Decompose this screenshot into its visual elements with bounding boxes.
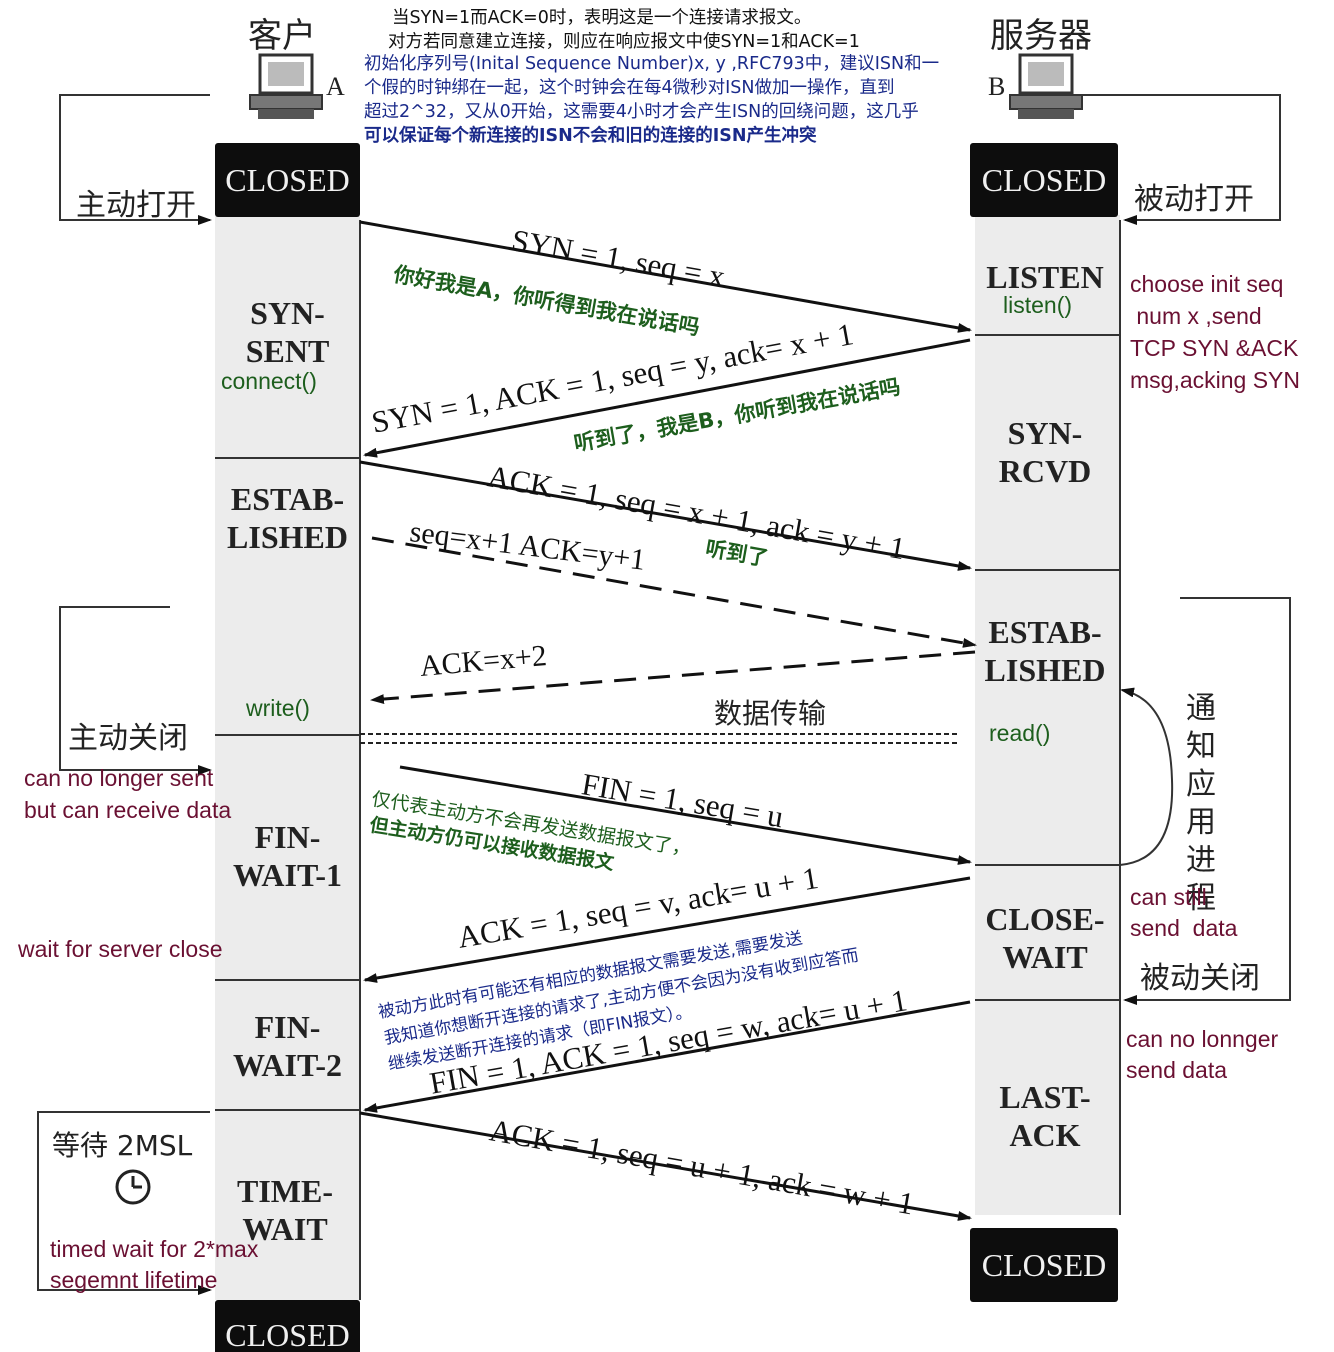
label-data-transfer: 数据传输	[714, 697, 827, 730]
label-wait-2msl: 等待 2MSL	[52, 1129, 193, 1162]
passive-open-bracket	[1075, 94, 1281, 225]
label-notify-app: 通 知 应 用 进 程	[1186, 691, 1216, 916]
wait-2msl-bracket	[37, 1111, 212, 1295]
client-computer-icon	[249, 53, 323, 119]
arrow-fin2	[363, 1000, 971, 1113]
arrow-last-ack	[359, 1111, 972, 1221]
call-read: read()	[989, 720, 1051, 746]
arrow-fin-ack	[363, 876, 971, 983]
label-passive-open: 被动打开	[1134, 182, 1254, 217]
arrow-syn-ack	[363, 338, 971, 458]
arrow-data-seq	[371, 536, 977, 648]
note-syn-request: 当SYN=1而ACK=0时，表明这是一个连接请求报文。	[392, 8, 812, 28]
note-wait-server-close: wait for server close	[18, 936, 223, 962]
client-state-established: ESTAB- LISHED	[227, 481, 348, 555]
passive-close-bracket	[1123, 597, 1291, 1005]
client-host-label: 客户	[248, 16, 316, 56]
note-isn-4: 可以保证每个新连接的ISN不会和旧的连接的ISN产生冲突	[364, 126, 817, 146]
arrow-ack	[359, 460, 972, 571]
note-isn-3: 超过2^32，又从0开始，这需要4小时才会产生ISN的回绕问题，这几乎	[364, 102, 919, 122]
note-syn-ack-response: 对方若同意建立连接，则应在响应报文中使SYN=1和ACK=1	[388, 32, 860, 52]
note-choose-init-seq: choose init seq num x ,send TCP SYN &ACK…	[1130, 271, 1301, 393]
call-listen: listen()	[1003, 292, 1073, 318]
client-state-fin-wait-2: FIN- WAIT-2	[232, 1009, 343, 1083]
arrow-fin	[399, 765, 972, 865]
client-timeline-band	[215, 215, 360, 1300]
client-closed-bottom: CLOSED	[215, 1300, 360, 1352]
server-state-last-ack: LAST- ACK	[999, 1079, 1091, 1153]
active-open-bracket	[59, 94, 212, 225]
server-closed-bottom: CLOSED	[970, 1228, 1118, 1302]
server-computer-icon	[1009, 53, 1083, 119]
note-isn-1: 初始化序列号(Inital Sequence Number)x, y ,RFC7…	[364, 54, 940, 74]
note-can-still-send: can still send data	[1130, 884, 1238, 941]
client-letter: A	[326, 72, 345, 101]
server-letter: B	[988, 72, 1006, 101]
call-connect: connect()	[221, 368, 317, 394]
notify-app-curve	[1119, 687, 1174, 866]
note-timed-wait: timed wait for 2*max segemnt lifetime	[50, 1236, 259, 1293]
server-closed-top: CLOSED	[970, 143, 1118, 217]
server-state-close-wait: CLOSE- WAIT	[985, 901, 1105, 975]
note-no-longer-send: can no lonnger send data	[1126, 1026, 1279, 1083]
client-state-syn-sent: SYN- SENT	[245, 295, 330, 369]
label-active-close: 主动关闭	[68, 721, 188, 756]
client-state-time-wait: TIME- WAIT	[237, 1173, 333, 1247]
server-state-established: ESTAB- LISHED	[984, 614, 1106, 688]
clock-icon	[115, 1169, 151, 1205]
call-write: write()	[246, 695, 310, 721]
client-state-fin-wait-1: FIN- WAIT-1	[232, 819, 343, 893]
active-close-bracket	[59, 606, 212, 775]
client-closed-top: CLOSED	[215, 143, 360, 217]
arrow-syn	[359, 220, 972, 333]
server-state-listen: LISTEN	[986, 259, 1104, 295]
server-timeline-band	[975, 215, 1120, 1215]
note-cannot-send: can no longer sent but can receive data	[24, 765, 232, 823]
note-isn-2: 个假的时钟绑在一起，这个时钟会在每4微秒对ISN做加一操作，直到	[364, 78, 895, 98]
label-active-open: 主动打开	[76, 188, 196, 223]
label-passive-close: 被动关闭	[1140, 961, 1260, 996]
server-state-syn-rcvd: SYN- RCVD	[998, 415, 1092, 489]
server-host-label: 服务器	[990, 16, 1092, 56]
